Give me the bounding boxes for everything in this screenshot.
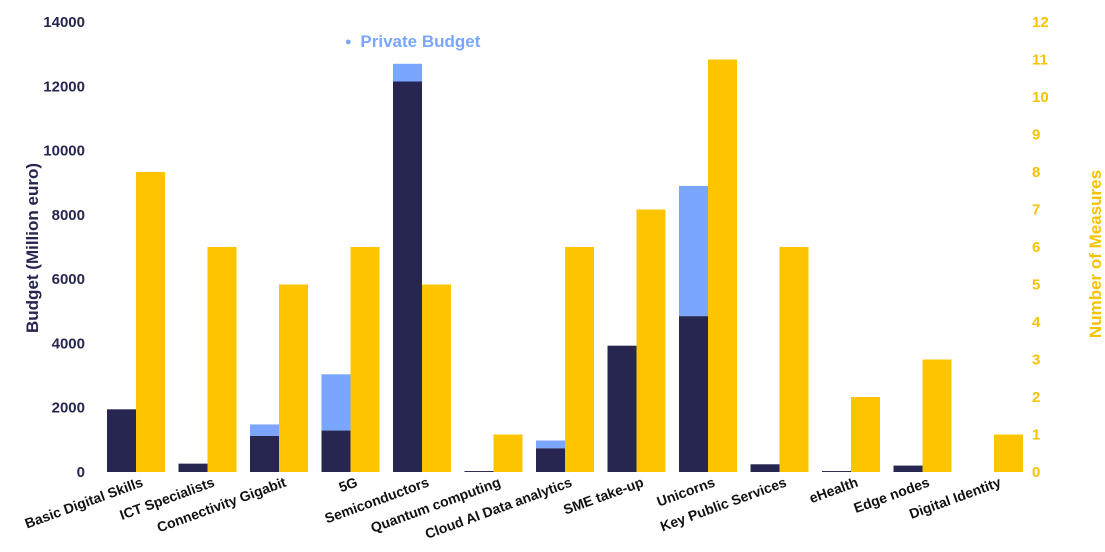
bar-number-of-measures <box>708 59 737 472</box>
category-label: Key Public Services <box>658 474 789 535</box>
category-label: SME take-up <box>561 474 645 518</box>
bar-number-of-measures <box>636 209 666 472</box>
legend: ● Private Budget <box>345 30 481 51</box>
y-left-tick-label: 8000 <box>52 207 85 224</box>
y-right-tick-label: 5 <box>1032 277 1040 294</box>
bar-budget <box>321 430 351 472</box>
svg-text:● Private Budget: ● Private Budget <box>345 30 481 51</box>
bar-budget <box>178 463 208 472</box>
y-left-tick-label: 2000 <box>52 400 85 417</box>
bar-private-budget <box>536 440 565 449</box>
y-right-tick-label: 6 <box>1032 239 1040 256</box>
bar-private-budget <box>679 185 708 317</box>
legend-label-private-budget: Private Budget <box>360 32 480 51</box>
bar-number-of-measures <box>136 172 165 472</box>
y-left-tick-label: 6000 <box>52 271 85 288</box>
bar-budget <box>464 471 494 472</box>
bar-number-of-measures <box>422 284 451 472</box>
y-right-tick-label: 7 <box>1032 202 1040 219</box>
bar-budget <box>822 471 851 472</box>
bar-private-budget <box>250 424 279 436</box>
bar-number-of-measures <box>493 434 523 472</box>
bar-number-of-measures <box>279 284 308 472</box>
bar-budget <box>393 81 422 472</box>
y-right-tick-label: 11 <box>1032 52 1048 69</box>
y-right-tick-label: 2 <box>1032 389 1040 406</box>
bar-budget <box>607 345 637 472</box>
category-label: Basic Digital Skills <box>23 474 146 532</box>
category-label: Connectivity Gigabit <box>155 474 289 536</box>
bar-budget <box>107 409 136 472</box>
y-right-tick-label: 0 <box>1032 464 1040 481</box>
bar-budget <box>536 448 565 472</box>
y-axis-left-ticks: 0 2000 4000 6000 8000 10000 12000 14000 <box>43 14 85 481</box>
bar-number-of-measures <box>994 434 1023 472</box>
bar-number-of-measures <box>565 247 594 472</box>
y-right-tick-label: 8 <box>1032 164 1040 181</box>
y-right-tick-label: 9 <box>1032 127 1040 144</box>
y-left-tick-label: 14000 <box>43 14 85 31</box>
bar-budget <box>750 464 780 472</box>
y-left-tick-label: 12000 <box>43 78 85 95</box>
y-left-tick-label: 10000 <box>43 143 85 160</box>
y-left-tick-label: 4000 <box>52 335 85 352</box>
bar-budget <box>679 316 708 472</box>
y-left-tick-label: 0 <box>77 464 85 481</box>
bar-budget <box>250 436 279 472</box>
y-right-tick-label: 12 <box>1032 14 1049 31</box>
legend-marker-private-budget: ● <box>345 36 352 48</box>
bar-number-of-measures <box>851 397 880 472</box>
bar-private-budget <box>393 63 422 82</box>
bar-number-of-measures <box>922 359 952 472</box>
bar-number-of-measures <box>779 247 809 472</box>
y-axis-left-label: Budget (Million euro) <box>23 163 42 333</box>
bar-number-of-measures <box>350 247 380 472</box>
bar-number-of-measures <box>207 247 237 472</box>
y-right-tick-label: 3 <box>1032 352 1040 369</box>
category-label: 5G <box>336 474 359 495</box>
y-right-tick-label: 1 <box>1032 427 1040 444</box>
y-right-tick-label: 4 <box>1032 314 1041 331</box>
y-axis-right-label: Number of Measures <box>1086 170 1105 338</box>
bars <box>107 59 1023 472</box>
y-right-tick-label: 10 <box>1032 89 1049 106</box>
bar-budget <box>893 465 923 472</box>
bar-private-budget <box>321 374 351 431</box>
